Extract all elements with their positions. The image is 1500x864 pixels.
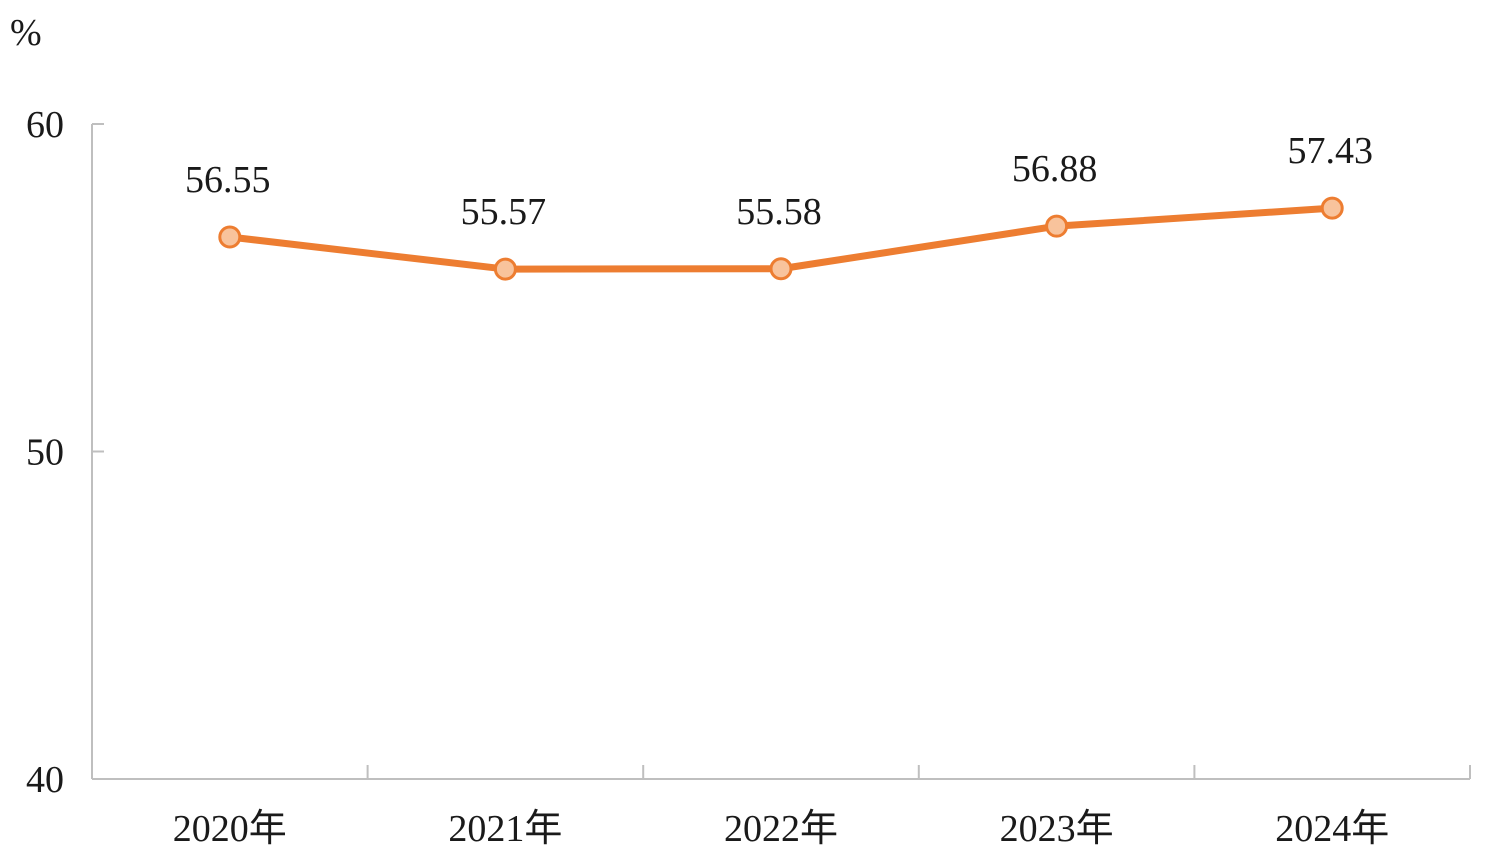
y-axis-unit-label: % — [10, 12, 42, 54]
data-label: 56.55 — [185, 159, 271, 201]
x-axis: 2020年 2021年 2022年 2023年 2024年 — [92, 765, 1471, 850]
y-tick-label: 50 — [26, 432, 64, 474]
x-tick-label: 2024年 — [1275, 808, 1389, 850]
data-point — [769, 257, 793, 281]
data-label: 55.58 — [736, 191, 822, 233]
data-point — [1045, 214, 1069, 238]
data-point — [218, 225, 242, 249]
x-tick-label: 2020年 — [173, 808, 287, 850]
data-label: 56.88 — [1012, 148, 1098, 190]
y-axis: 40 50 60 — [26, 104, 104, 801]
data-label-layer: 56.55 55.57 55.58 56.88 57.43 — [185, 130, 1373, 233]
data-point — [1320, 196, 1344, 220]
y-tick-label: 60 — [26, 104, 64, 146]
x-tick-label: 2022年 — [724, 808, 838, 850]
data-label: 55.57 — [461, 191, 547, 233]
data-label: 57.43 — [1287, 130, 1373, 172]
y-tick-label: 40 — [26, 759, 64, 801]
x-tick-label: 2023年 — [1000, 808, 1114, 850]
data-point — [493, 257, 517, 281]
series-layer — [218, 196, 1344, 281]
x-tick-label: 2021年 — [448, 808, 562, 850]
